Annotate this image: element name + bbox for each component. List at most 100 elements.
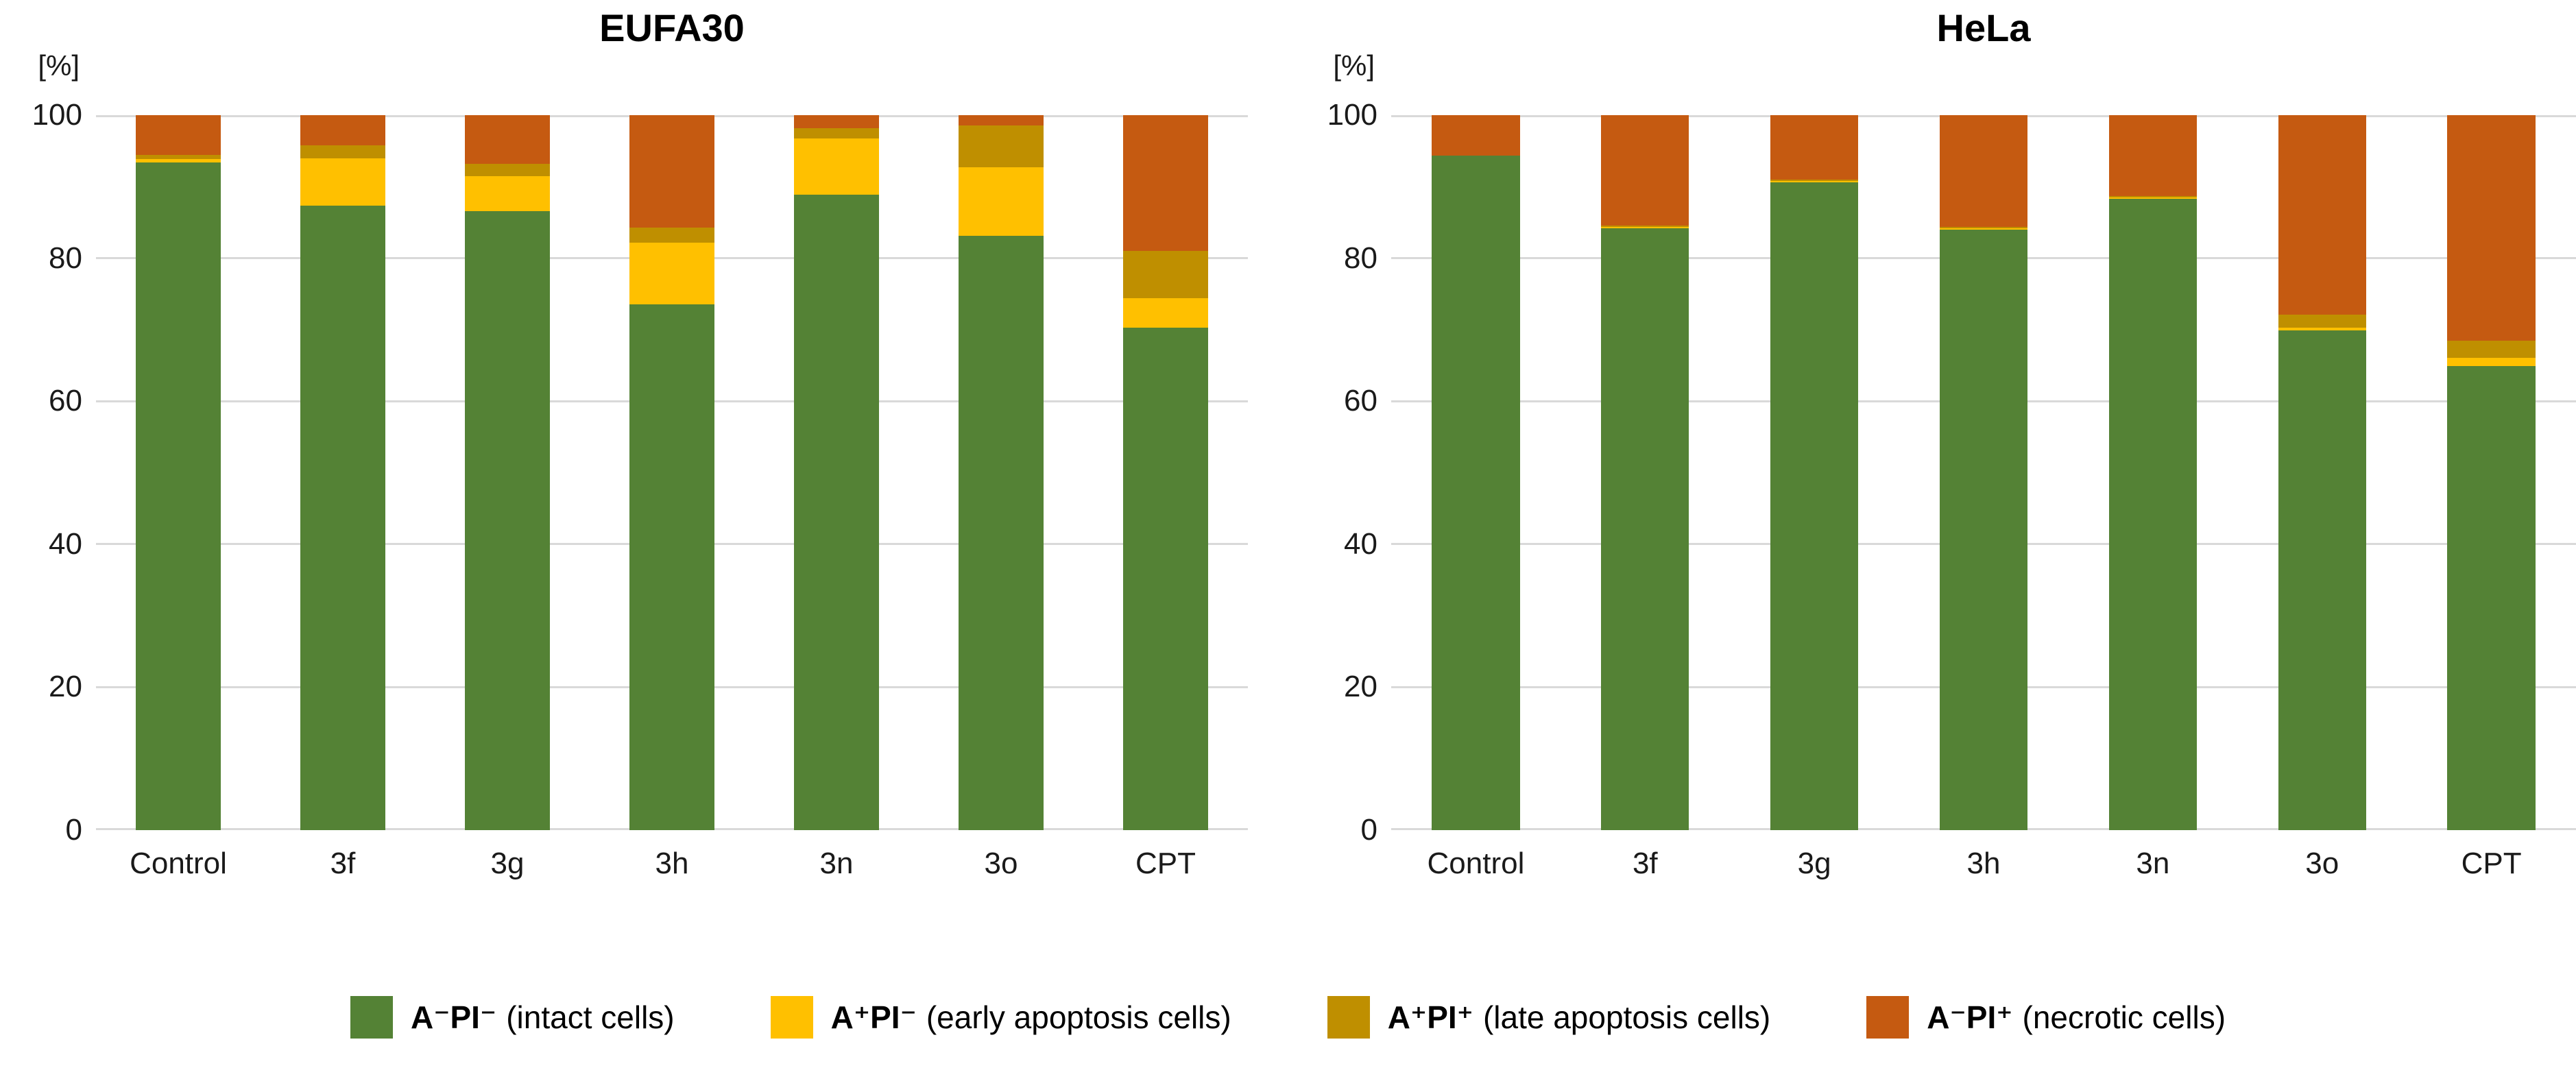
y-axis-hela: [%] 0 20 40 60 80 100 xyxy=(1302,49,1391,847)
x-category-label: 3f xyxy=(1632,847,1658,880)
legend-description: (early apoptosis cells) xyxy=(926,999,1231,1035)
bar-segment xyxy=(1601,228,1689,830)
bar-segment xyxy=(300,115,386,145)
bar-segment xyxy=(464,115,551,164)
x-category-label: CPT xyxy=(2461,847,2522,880)
y-tick-label: 20 xyxy=(49,670,82,704)
legend-marker-label: A⁺PI⁺ xyxy=(1387,999,1473,1035)
legend-item: A⁺PI⁺ (late apoptosis cells) xyxy=(1327,996,1771,1039)
bar-slot-cpt xyxy=(2407,115,2576,830)
y-tick-label: 40 xyxy=(1344,526,1377,561)
bar-segment xyxy=(2278,315,2366,328)
y-tick-label: 0 xyxy=(1360,813,1377,847)
x-category-label: 3o xyxy=(984,847,1018,880)
chart-title-eufa30: EUFA30 xyxy=(599,6,745,49)
bar-slot-3n xyxy=(754,115,919,830)
bar-segment xyxy=(135,115,221,156)
stacked-bar-3n xyxy=(793,115,880,830)
bar-segment xyxy=(1939,115,2028,227)
x-category-label: 3f xyxy=(330,847,356,880)
bar-segment xyxy=(958,167,1044,236)
legend-swatch-icon xyxy=(1327,996,1370,1039)
bar-segment xyxy=(2278,330,2366,830)
bar-segment xyxy=(1432,115,1520,156)
legend-description: (intact cells) xyxy=(506,999,675,1035)
bar-segment xyxy=(2108,195,2198,197)
bar-segment xyxy=(135,162,221,830)
bar-segment xyxy=(793,138,880,195)
bar-slot-3g xyxy=(1730,115,1899,830)
bar-slot-3h xyxy=(590,115,754,830)
bar-segment xyxy=(2278,327,2366,330)
y-tick-label: 40 xyxy=(49,526,82,561)
bar-segment xyxy=(1939,229,2028,830)
y-tick-label: 100 xyxy=(1327,98,1377,132)
bar-segment xyxy=(958,115,1044,125)
stacked-bar-3f xyxy=(1601,115,1689,830)
stacked-bar-control xyxy=(135,115,221,830)
charts-row: EUFA30 [%] 0 20 40 60 80 100 Control 3f 3g 3h 3n 3… xyxy=(7,6,2576,881)
stacked-bar-3h xyxy=(629,115,715,830)
legend-item: A⁻PI⁺ (necrotic cells) xyxy=(1866,996,2226,1039)
bar-segment xyxy=(958,125,1044,168)
y-axis-eufa30: [%] 0 20 40 60 80 100 xyxy=(7,49,96,847)
bar-segment xyxy=(629,227,715,243)
stacked-bar-control xyxy=(1432,115,1520,830)
bar-segment xyxy=(1601,226,1689,228)
x-category-label: 3o xyxy=(2305,847,2339,880)
bar-segment xyxy=(2108,197,2198,199)
stacked-bar-3o xyxy=(958,115,1044,830)
bar-slot-3o xyxy=(919,115,1083,830)
plot-area-hela xyxy=(1391,115,2576,830)
bar-slot-control xyxy=(1391,115,1561,830)
bar-segment xyxy=(2447,115,2536,341)
x-axis-hela: Control 3f 3g 3h 3n 3o CPT xyxy=(1391,847,2576,881)
bar-segment xyxy=(1122,251,1209,299)
x-category-label: Control xyxy=(130,847,227,880)
stacked-bar-3f xyxy=(300,115,386,830)
legend-description: (necrotic cells) xyxy=(2022,999,2226,1035)
x-category-label: 3n xyxy=(819,847,854,880)
bar-segment xyxy=(2278,115,2366,315)
bar-segment xyxy=(300,158,386,206)
bar-segment xyxy=(135,158,221,162)
bar-segment xyxy=(1770,179,1859,181)
x-category-label: 3h xyxy=(1966,847,2001,880)
bar-segment xyxy=(1770,180,1859,183)
bar-segment xyxy=(629,242,715,305)
bar-slot-control xyxy=(96,115,261,830)
bar-segment xyxy=(1601,115,1689,226)
bar-slot-3o xyxy=(2237,115,2407,830)
bar-segment xyxy=(464,163,551,176)
bar-slot-3f xyxy=(261,115,425,830)
bar-segment xyxy=(1939,228,2028,230)
bar-segment xyxy=(793,115,880,128)
stacked-bar-3h xyxy=(1939,115,2028,830)
legend-description: (late apoptosis cells) xyxy=(1482,999,1771,1035)
plot-row: [%] 0 20 40 60 80 100 xyxy=(7,49,1248,847)
bar-segment xyxy=(1601,225,1689,227)
y-tick-label: 20 xyxy=(1344,670,1377,704)
legend-item: A⁺PI⁻ (early apoptosis cells) xyxy=(770,996,1231,1039)
bar-segment xyxy=(300,206,386,830)
bar-slot-3h xyxy=(1899,115,2069,830)
bar-segment xyxy=(2447,357,2536,367)
x-axis-eufa30: Control 3f 3g 3h 3n 3o CPT xyxy=(96,847,1248,881)
bar-segment xyxy=(629,304,715,830)
bar-segment xyxy=(2108,199,2198,830)
y-tick-label: 80 xyxy=(49,241,82,275)
bar-slot-3n xyxy=(2068,115,2237,830)
legend-item: A⁻PI⁻ (intact cells) xyxy=(350,996,675,1039)
bar-segment xyxy=(300,145,386,158)
bar-segment xyxy=(1122,327,1209,830)
bar-segment xyxy=(2108,115,2198,196)
bar-segment xyxy=(135,155,221,159)
bar-slot-cpt xyxy=(1083,115,1248,830)
chart-title-hela: HeLa xyxy=(1936,6,2031,49)
legend-swatch-icon xyxy=(350,996,393,1039)
x-category-label: 3g xyxy=(490,847,525,880)
bar-segment xyxy=(1939,226,2028,228)
bar-slot-3f xyxy=(1561,115,1730,830)
x-category-label: Control xyxy=(1427,847,1525,880)
